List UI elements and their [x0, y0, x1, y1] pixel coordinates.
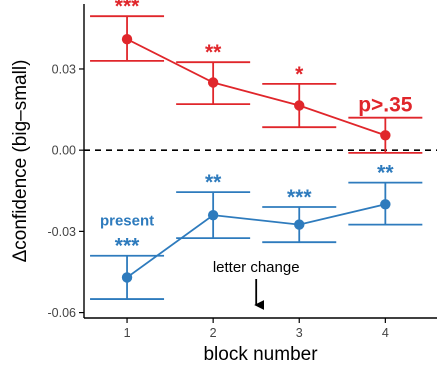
data-point	[121, 272, 133, 283]
significance-label: ***	[287, 186, 312, 209]
x-tick-label: 3	[296, 326, 303, 340]
series-label-present: present	[100, 213, 154, 230]
data-point	[207, 209, 219, 221]
series-absent: ******p>.35absent	[90, 0, 423, 154]
y-axis-title: Δconfidence (big–small)	[10, 60, 31, 263]
y-tick-label: -0.06	[48, 306, 77, 320]
data-point	[294, 219, 305, 230]
significance-label: ***	[115, 235, 140, 258]
y-tick-label: 0.03	[52, 62, 76, 76]
x-tick-label: 4	[382, 326, 389, 340]
y-tick-label: -0.03	[48, 225, 77, 239]
axes: 0.03 0.00 -0.03 -0.06 1 2 3 4	[48, 4, 437, 340]
significance-label: *	[295, 63, 304, 86]
series-line-absent	[126, 38, 386, 137]
data-point	[207, 77, 219, 88]
x-tick-label: 2	[210, 326, 217, 340]
x-tick-label: 1	[124, 326, 131, 340]
data-point	[294, 100, 305, 111]
plot-marks: ******p>.35absent**********presentletter…	[84, 0, 437, 310]
data-point	[121, 33, 133, 45]
significance-label: **	[205, 41, 222, 64]
series-present: **********present	[90, 162, 423, 300]
significance-label: ***	[115, 0, 140, 18]
data-point	[380, 199, 391, 210]
y-tick-label: 0.00	[52, 144, 76, 158]
series-line-present	[126, 203, 386, 279]
significance-label: p>.35	[358, 94, 413, 117]
data-point	[380, 130, 391, 141]
significance-label: **	[377, 162, 394, 185]
annotation-letter-change: letter change	[213, 259, 300, 276]
x-axis-title: block number	[203, 344, 318, 365]
significance-label: **	[205, 171, 222, 194]
